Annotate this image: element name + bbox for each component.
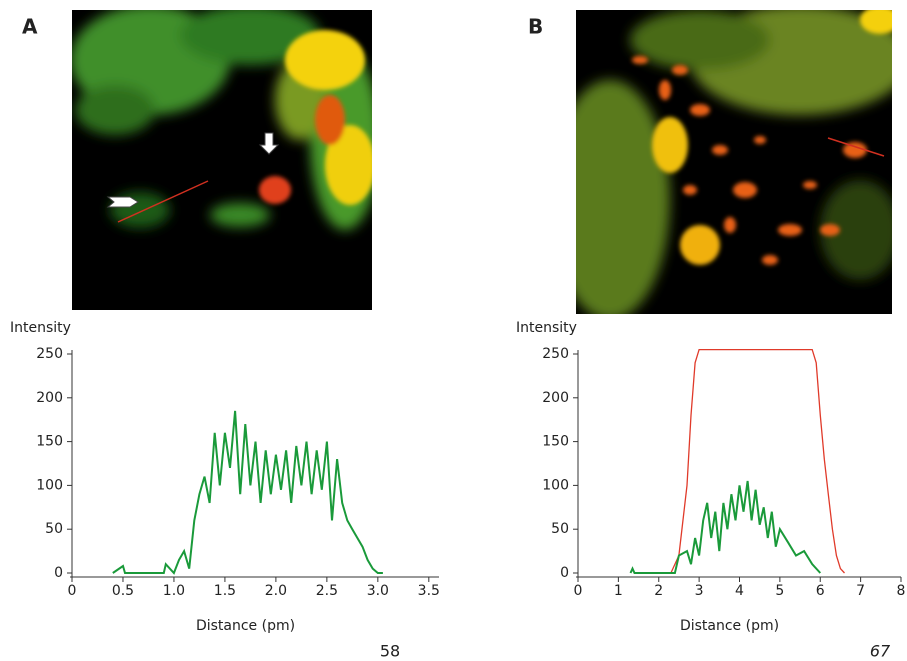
x-tick-label: 1 — [614, 583, 623, 599]
y-tick-label: 200 — [542, 390, 569, 406]
x-tick-label: 3 — [695, 583, 704, 599]
x-tick-label: 2.0 — [265, 583, 287, 599]
y-tick-label: 0 — [560, 565, 569, 581]
y-tick-label: 250 — [36, 346, 63, 362]
y-tick-label: 50 — [551, 521, 569, 537]
page-number: 58 — [380, 642, 400, 661]
x-tick-label: 2.5 — [316, 583, 338, 599]
x-tick-label: 0 — [574, 583, 583, 599]
series-line — [112, 410, 383, 575]
series-line — [670, 348, 845, 574]
y-tick-label: 150 — [542, 434, 569, 450]
panel-label: B — [528, 15, 543, 39]
y-tick-label: 0 — [54, 565, 63, 581]
x-tick-label: 3.0 — [367, 583, 389, 599]
x-tick-label: 1.5 — [214, 583, 236, 599]
page-number: 67 — [870, 642, 891, 661]
x-tick-label: 0.5 — [112, 583, 134, 599]
x-axis-label: Distance (pm) — [196, 618, 295, 634]
series-line — [629, 480, 822, 574]
x-tick-label: 3.5 — [418, 583, 440, 599]
x-tick-label: 4 — [735, 583, 744, 599]
y-tick-label: 200 — [36, 390, 63, 406]
y-tick-label: 50 — [45, 521, 63, 537]
x-axis-label: Distance (pm) — [680, 618, 779, 634]
y-tick-label: 100 — [542, 477, 569, 493]
y-axis-label: Intensity — [10, 320, 71, 336]
x-tick-label: 8 — [897, 583, 906, 599]
micrograph-b — [576, 10, 892, 314]
x-tick-label: 6 — [816, 583, 825, 599]
y-tick-label: 150 — [36, 434, 63, 450]
x-tick-label: 5 — [775, 583, 784, 599]
y-tick-label: 250 — [542, 346, 569, 362]
x-tick-label: 7 — [856, 583, 865, 599]
x-tick-label: 2 — [654, 583, 663, 599]
x-tick-label: 1.0 — [163, 583, 185, 599]
y-tick-label: 100 — [36, 477, 63, 493]
y-axis-label: Intensity — [516, 320, 577, 336]
panel-label: A — [22, 15, 38, 39]
x-tick-label: 0 — [68, 583, 77, 599]
micrograph-a — [72, 10, 372, 310]
